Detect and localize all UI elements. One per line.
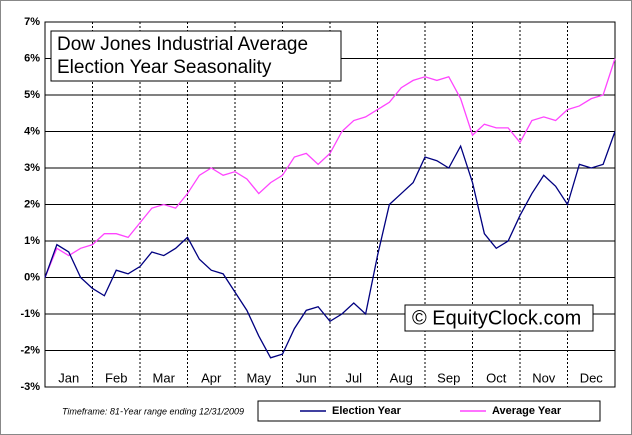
series-line — [44, 58, 616, 278]
x-tick-label: Jun — [296, 370, 317, 385]
y-tick-label: 3% — [24, 162, 40, 174]
x-tick-label: Feb — [105, 370, 127, 385]
x-tick-label: Jul — [345, 370, 362, 385]
legend-label: Average Year — [492, 405, 562, 417]
legend-label: Election Year — [332, 405, 402, 417]
x-tick-label: Oct — [486, 370, 507, 385]
y-tick-label: 4% — [24, 125, 40, 137]
chart-subtitle: Election Year Seasonality — [57, 57, 272, 78]
title-box — [50, 30, 342, 82]
y-tick-label: -2% — [20, 344, 40, 356]
x-tick-label: Jan — [58, 370, 79, 385]
chart-title: Dow Jones Industrial Average — [57, 34, 308, 55]
footnote: Timeframe: 81-Year range ending 12/31/20… — [62, 406, 244, 416]
legend-box — [257, 400, 601, 422]
y-tick-label: 2% — [24, 198, 40, 210]
watermark: © EquityClock.com — [412, 307, 581, 329]
x-tick-label: Aug — [390, 370, 413, 385]
x-tick-label: Dec — [580, 370, 604, 385]
x-tick-label: Sep — [437, 370, 460, 385]
series-line — [44, 131, 616, 359]
y-tick-label: 5% — [24, 89, 40, 101]
y-tick-label: 0% — [24, 271, 40, 283]
x-tick-label: Apr — [201, 370, 222, 385]
y-tick-label: 1% — [24, 235, 40, 247]
y-tick-label: -3% — [20, 381, 40, 393]
x-tick-label: Nov — [532, 370, 556, 385]
y-tick-label: -1% — [20, 308, 40, 320]
watermark-box — [404, 304, 594, 332]
y-tick-label: 6% — [24, 52, 40, 64]
y-tick-label: 7% — [24, 16, 40, 28]
x-tick-label: Mar — [153, 370, 176, 385]
x-tick-label: May — [246, 370, 271, 385]
